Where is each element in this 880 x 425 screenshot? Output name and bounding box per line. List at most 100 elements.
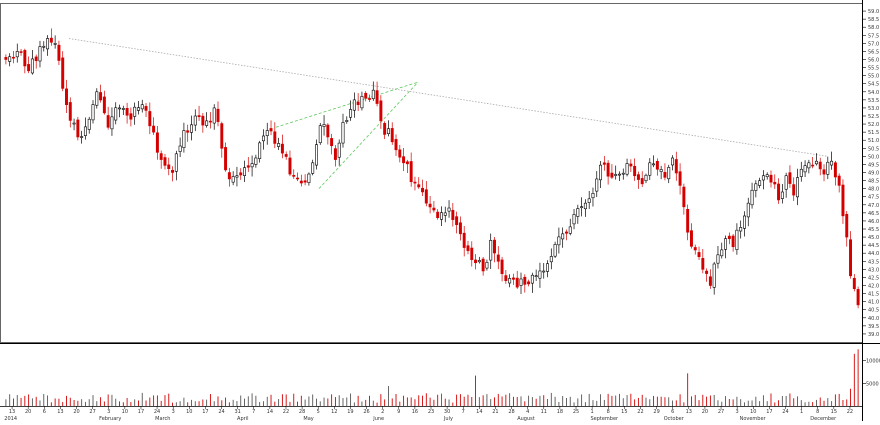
date-tick-label: 20 bbox=[25, 409, 31, 415]
candle-body bbox=[186, 130, 190, 133]
candle-body bbox=[724, 238, 728, 250]
candle-body bbox=[561, 233, 565, 240]
price-tick-label: 42.5 bbox=[868, 275, 879, 281]
candle-body bbox=[519, 278, 523, 286]
candle-body bbox=[277, 143, 281, 147]
price-tick-label: 43.0 bbox=[868, 267, 879, 273]
candle-body bbox=[46, 38, 50, 50]
candle-body bbox=[269, 128, 273, 132]
candle-body bbox=[15, 51, 19, 58]
candle-body bbox=[754, 183, 758, 191]
candle-body bbox=[80, 136, 84, 138]
candle-body bbox=[493, 239, 496, 254]
candle-body bbox=[87, 118, 91, 130]
date-tick-label: 19 bbox=[347, 409, 353, 415]
date-tick-label: 29 bbox=[653, 409, 659, 415]
candle-body bbox=[826, 161, 830, 175]
candle-body bbox=[76, 119, 80, 138]
candle-body bbox=[136, 107, 140, 111]
candle-body bbox=[254, 157, 258, 165]
candle-body bbox=[720, 249, 724, 257]
date-tick-label: 3 bbox=[107, 409, 110, 415]
candle-body bbox=[583, 202, 587, 210]
candle-body bbox=[65, 88, 68, 106]
price-tick-label: 52.5 bbox=[868, 114, 879, 120]
date-tick-label: 8 bbox=[816, 409, 819, 415]
candle-body bbox=[515, 277, 519, 288]
date-tick-label: 11 bbox=[541, 409, 547, 415]
candle-body bbox=[625, 163, 629, 175]
candle-body bbox=[655, 160, 659, 170]
candle-body bbox=[833, 162, 837, 178]
candle-body bbox=[208, 120, 212, 123]
candle-body bbox=[163, 157, 167, 166]
date-tick-label: 14 bbox=[476, 409, 482, 415]
candle-body bbox=[413, 181, 417, 184]
date-tick-label: 5 bbox=[317, 409, 320, 415]
candle-body bbox=[636, 174, 640, 180]
candle-body bbox=[788, 172, 792, 184]
candle-body bbox=[621, 172, 625, 175]
candle-body bbox=[8, 56, 12, 62]
candle-body bbox=[417, 184, 421, 188]
candle-body bbox=[167, 164, 171, 170]
date-tick-label: 8 bbox=[607, 409, 610, 415]
trendline bbox=[318, 81, 419, 189]
date-tick-label: 13 bbox=[57, 409, 63, 415]
candle-body bbox=[34, 56, 38, 62]
candle-body bbox=[68, 102, 72, 121]
price-tick-label: 40.5 bbox=[868, 308, 879, 314]
candle-body bbox=[394, 139, 398, 151]
price-tick-label: 53.5 bbox=[868, 98, 879, 104]
candle-body bbox=[197, 115, 201, 118]
candle-body bbox=[409, 161, 413, 183]
month-label: December bbox=[810, 416, 837, 421]
candle-body bbox=[273, 131, 277, 144]
candle-body bbox=[796, 177, 799, 198]
price-tick-label: 49.5 bbox=[868, 162, 879, 168]
candle-body bbox=[814, 160, 818, 165]
candle-body bbox=[693, 247, 697, 251]
candle-body bbox=[818, 161, 822, 170]
candle-body bbox=[686, 209, 690, 233]
candle-body bbox=[30, 58, 34, 74]
candle-body bbox=[750, 189, 754, 206]
candle-body bbox=[114, 107, 118, 121]
price-tick-label: 54.0 bbox=[868, 90, 879, 96]
volume-tick-label: 5000 bbox=[866, 381, 879, 387]
candle-body bbox=[511, 277, 515, 280]
price-tick-label: 44.5 bbox=[868, 243, 879, 249]
price-tick-label: 45.5 bbox=[868, 227, 879, 233]
candle-body bbox=[322, 124, 326, 127]
candle-body bbox=[830, 160, 834, 166]
candle-body bbox=[352, 99, 356, 111]
date-tick-label: 21 bbox=[492, 409, 498, 415]
candle-body bbox=[599, 164, 603, 181]
candle-body bbox=[106, 115, 110, 128]
price-tick-label: 52.0 bbox=[868, 122, 879, 128]
price-tick-label: 47.5 bbox=[868, 195, 879, 201]
candle-body bbox=[606, 162, 610, 177]
date-tick-label: 18 bbox=[557, 409, 563, 415]
date-tick-label: 23 bbox=[428, 409, 434, 415]
candle-body bbox=[296, 177, 300, 180]
date-tick-label: 7 bbox=[462, 409, 465, 415]
month-label: June bbox=[372, 416, 384, 421]
candle-body bbox=[527, 281, 531, 285]
date-tick-label: 3 bbox=[736, 409, 739, 415]
date-tick-label: 13 bbox=[686, 409, 692, 415]
candle-body bbox=[572, 214, 576, 225]
candle-body bbox=[224, 147, 228, 171]
date-tick-label: 10 bbox=[186, 409, 192, 415]
candle-body bbox=[19, 51, 23, 53]
candle-body bbox=[360, 96, 364, 109]
candle-body bbox=[307, 173, 311, 183]
candle-body bbox=[689, 230, 693, 247]
date-tick-label: 20 bbox=[702, 409, 708, 415]
price-tick-label: 53.0 bbox=[868, 106, 879, 112]
candle-body bbox=[303, 180, 307, 183]
candle-body bbox=[190, 124, 193, 133]
price-tick-label: 39.5 bbox=[868, 324, 879, 330]
candle-body bbox=[193, 115, 197, 126]
